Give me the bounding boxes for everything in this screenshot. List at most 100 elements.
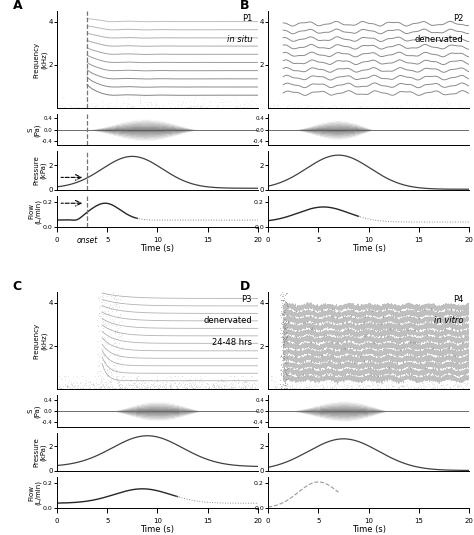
Point xyxy=(101,100,109,109)
Point xyxy=(113,379,120,387)
Point xyxy=(323,102,331,111)
Point xyxy=(347,104,355,112)
Point xyxy=(373,104,381,112)
Point xyxy=(416,383,423,392)
Point xyxy=(117,299,125,307)
Point xyxy=(72,378,80,386)
Point xyxy=(320,102,328,111)
Point xyxy=(110,339,118,347)
Point xyxy=(74,382,82,391)
Point xyxy=(430,381,438,389)
Point xyxy=(265,103,273,112)
Point xyxy=(360,378,368,386)
Point xyxy=(461,385,468,394)
Point xyxy=(339,101,347,109)
Point xyxy=(98,298,105,307)
Point xyxy=(111,299,118,308)
Point xyxy=(384,377,392,385)
Point xyxy=(102,378,109,386)
Point xyxy=(248,383,255,392)
Point xyxy=(328,383,336,391)
Point xyxy=(111,327,119,336)
Point xyxy=(136,103,143,111)
Point xyxy=(321,373,329,382)
Point xyxy=(289,384,296,392)
Point xyxy=(153,377,161,385)
Point xyxy=(328,378,336,387)
Point xyxy=(225,384,233,393)
Point xyxy=(185,374,193,383)
Point xyxy=(182,382,190,391)
Point xyxy=(385,381,392,389)
Point xyxy=(133,383,141,391)
Point xyxy=(447,102,455,111)
Point xyxy=(183,383,191,392)
Point xyxy=(171,96,178,104)
Point xyxy=(294,373,301,382)
Point xyxy=(193,102,201,110)
Point xyxy=(111,384,118,392)
Point xyxy=(186,378,193,387)
Point xyxy=(83,96,91,104)
Point xyxy=(443,98,450,106)
Point xyxy=(75,98,82,107)
Point xyxy=(279,344,287,353)
Point xyxy=(130,379,137,387)
Point xyxy=(282,384,289,392)
Point xyxy=(99,381,107,389)
Point xyxy=(219,384,226,392)
Point xyxy=(400,382,407,391)
Point xyxy=(451,385,459,393)
Point xyxy=(279,333,287,341)
Point xyxy=(112,366,120,374)
Point xyxy=(283,327,291,336)
Point xyxy=(113,304,120,313)
Point xyxy=(205,384,212,392)
Point xyxy=(281,350,288,358)
Point xyxy=(108,369,115,378)
Point xyxy=(289,384,297,392)
Point xyxy=(389,102,397,111)
Point xyxy=(442,372,450,381)
Point xyxy=(89,99,96,108)
Point xyxy=(301,103,309,112)
Point xyxy=(113,298,121,307)
Point xyxy=(70,383,77,392)
Point xyxy=(117,103,124,111)
Point xyxy=(210,383,217,392)
Point xyxy=(82,98,90,106)
Point xyxy=(404,383,411,391)
Point xyxy=(148,100,155,109)
Point xyxy=(163,103,170,111)
Point xyxy=(99,374,107,383)
Point xyxy=(140,104,148,112)
Point xyxy=(322,377,329,385)
Point xyxy=(323,381,330,390)
Point xyxy=(132,373,140,382)
Point xyxy=(281,347,288,356)
Point xyxy=(187,385,194,393)
Point xyxy=(455,101,462,110)
Point xyxy=(422,383,430,391)
Point xyxy=(242,378,249,386)
Point xyxy=(104,376,112,385)
Point xyxy=(184,103,192,112)
Point xyxy=(187,383,195,391)
Point xyxy=(208,102,215,110)
Point xyxy=(237,372,245,381)
Point xyxy=(103,103,111,111)
Point xyxy=(112,327,119,335)
Point xyxy=(178,100,186,109)
Point xyxy=(238,99,246,108)
Point xyxy=(278,299,286,308)
Point xyxy=(267,374,275,383)
Point xyxy=(413,385,421,394)
Point xyxy=(189,384,196,392)
Point xyxy=(303,385,311,393)
Point xyxy=(82,385,89,393)
Point xyxy=(283,369,290,377)
Point xyxy=(399,384,406,393)
Point xyxy=(325,384,332,393)
Point xyxy=(214,102,221,111)
Point xyxy=(96,309,103,318)
